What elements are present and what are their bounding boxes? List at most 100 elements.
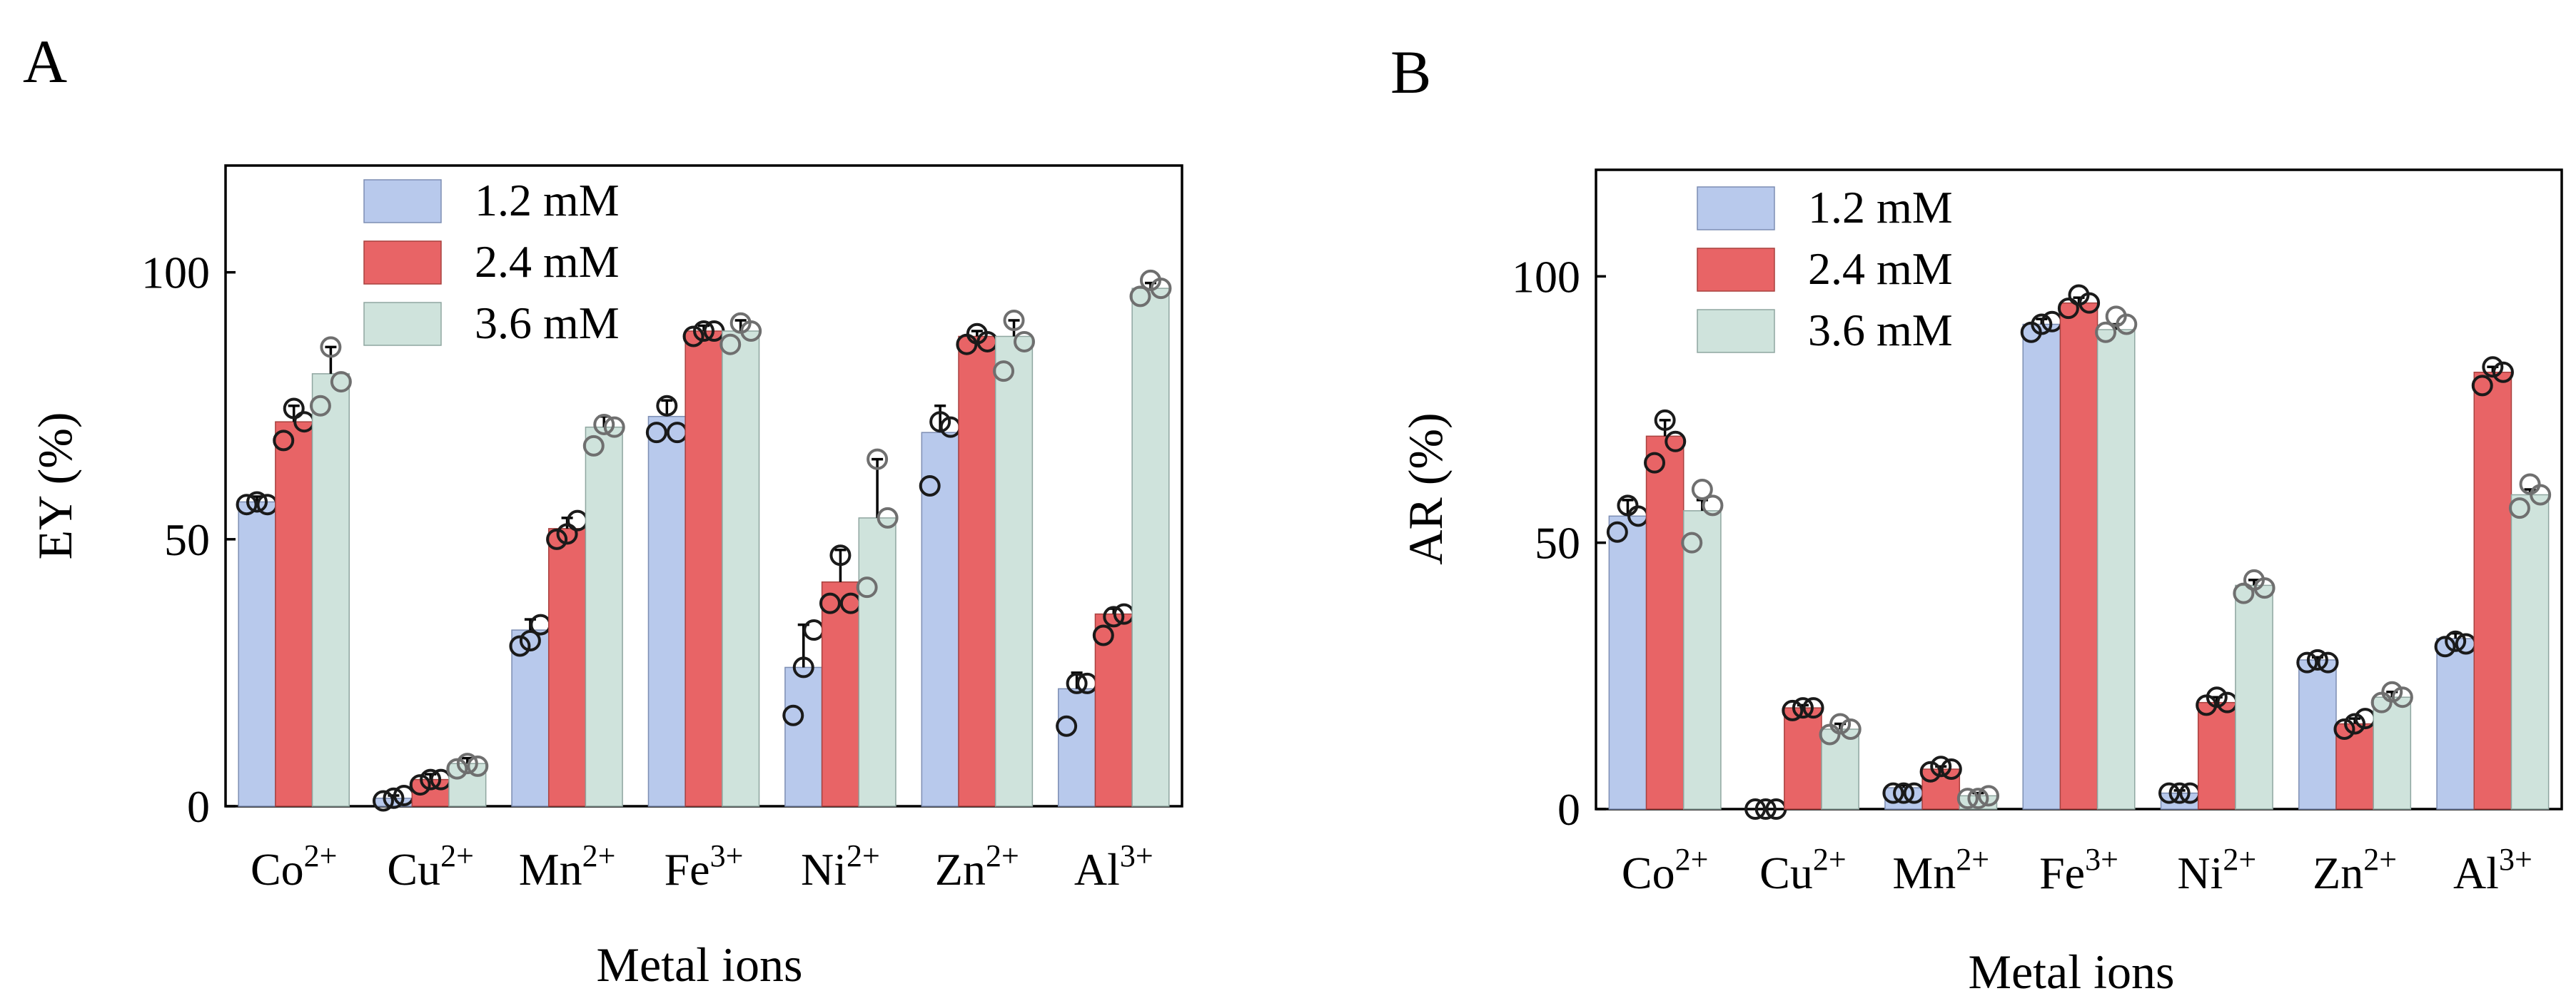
data-point [1782, 699, 1804, 721]
x-tick-label-ni: Ni2+ [2177, 842, 2256, 898]
panel-label-a: A [23, 27, 67, 96]
bar-12mM-ni [784, 666, 823, 807]
y-tick-label: 50 [164, 514, 210, 565]
legend-swatch-2 [363, 240, 442, 285]
data-point [283, 397, 305, 420]
data-point [1978, 785, 2000, 807]
data-point [1066, 672, 1088, 694]
data-point [2306, 649, 2328, 671]
bar-12mM-al [1058, 688, 1096, 807]
data-point [1665, 430, 1687, 452]
bar-36mM-co [311, 373, 350, 807]
data-point [656, 395, 678, 417]
x-tick-label-al: Al3+ [1074, 838, 1153, 895]
y-tick-label: 0 [1557, 784, 1580, 835]
data-point [2530, 484, 2552, 506]
x-tick-label-mn: Mn2+ [1892, 842, 1989, 898]
data-point [1967, 788, 1989, 810]
data-point [929, 411, 951, 433]
legend-label-3: 3.6 mM [475, 298, 620, 348]
data-point [2057, 298, 2079, 320]
data-point [2482, 356, 2504, 378]
legend-swatch-2 [1697, 248, 1775, 292]
data-point [1092, 624, 1114, 646]
bar-12mM-zn [2298, 659, 2337, 810]
data-point [645, 422, 667, 444]
data-point [2079, 292, 2101, 314]
data-point [1829, 713, 1852, 735]
data-point [1839, 718, 1862, 740]
data-point [519, 630, 541, 652]
data-point [2296, 651, 2318, 674]
bar-36mM-fe [722, 330, 760, 807]
data-point [856, 576, 878, 599]
x-tick-label-ni: Ni2+ [801, 838, 880, 895]
data-point [236, 494, 258, 516]
data-point [740, 320, 762, 342]
data-point [719, 333, 742, 355]
x-tick-label-cu: Cu2+ [1759, 842, 1847, 898]
data-point [1681, 532, 1703, 554]
data-point [273, 430, 295, 452]
panel-b: B 0 50 100 Co2+ Cu2+ Mn2+ Fe3+ Ni2+ Zn2+ Al3+ 1.2 … [1390, 38, 2563, 999]
bar-24mM-ni [2197, 701, 2236, 810]
data-point [682, 325, 704, 347]
plot-b: 0 50 100 Co2+ Cu2+ Mn2+ Fe3+ Ni2+ Zn2+ Al3+ 1.2 mM… [1512, 182, 2552, 898]
x-tick-label-cu: Cu2+ [387, 838, 474, 895]
data-point [1654, 409, 1676, 431]
x-tick-label-mn: Mn2+ [519, 838, 616, 895]
y-tick-label: 100 [1512, 251, 1580, 302]
data-point [383, 787, 405, 809]
x-tick-label-zn: Zn2+ [2313, 842, 2397, 898]
data-point [877, 507, 899, 529]
y-axis-label-a: EY (%) [28, 412, 82, 559]
bar-24mM-co [1645, 435, 1684, 810]
data-point [330, 371, 352, 393]
bar-24mM-al [2473, 371, 2512, 810]
x-axis-label-b: Metal ions [1969, 945, 2175, 999]
bar-24mM-fe [685, 330, 723, 807]
data-point [2233, 582, 2255, 604]
data-point [2095, 321, 2117, 343]
x-tick-label-fe: Fe3+ [2039, 842, 2118, 898]
bar-36mM-al [1131, 288, 1170, 807]
data-point [2391, 686, 2413, 708]
data-point [819, 592, 841, 614]
data-point [993, 360, 1015, 382]
data-point [2508, 497, 2530, 519]
bar-36mM-ni [858, 517, 896, 807]
data-point [409, 774, 431, 796]
data-point [1056, 715, 1078, 737]
x-axis-label-a: Metal ions [597, 938, 803, 992]
bar-24mM-fe [2059, 302, 2098, 810]
bar-24mM-co [275, 421, 313, 807]
data-point [2492, 361, 2514, 383]
data-point [320, 336, 342, 358]
panel-label-b: B [1390, 38, 1431, 106]
bar-36mM-fe [2096, 329, 2136, 810]
y-tick-label: 50 [1535, 518, 1580, 569]
data-point [2116, 313, 2138, 335]
data-point [446, 758, 468, 780]
bar-24mM-zn [958, 335, 996, 807]
bar-36mM-al [2510, 494, 2550, 810]
data-point [1930, 756, 1952, 778]
plot-a: 0 50 100 Co2+ Cu2+ Mn2+ Fe3+ Ni2+ Zn2+ Al3+ 1.2 mM… [141, 175, 1172, 895]
bar-36mM-cu [1821, 728, 1859, 810]
data-point [829, 544, 852, 566]
data-point [456, 753, 478, 775]
data-point [1103, 606, 1125, 628]
data-point [2317, 651, 2339, 674]
x-tick-label-co: Co2+ [251, 838, 338, 895]
data-point [546, 528, 568, 550]
legend-swatch-1 [363, 179, 442, 223]
bar-24mM-ni [821, 581, 860, 807]
data-point [309, 395, 331, 417]
data-point [567, 509, 589, 532]
data-point [593, 413, 615, 435]
data-point [2158, 782, 2180, 804]
data-point [1150, 278, 1172, 300]
data-point [1792, 697, 1814, 719]
data-point [1882, 782, 1904, 804]
